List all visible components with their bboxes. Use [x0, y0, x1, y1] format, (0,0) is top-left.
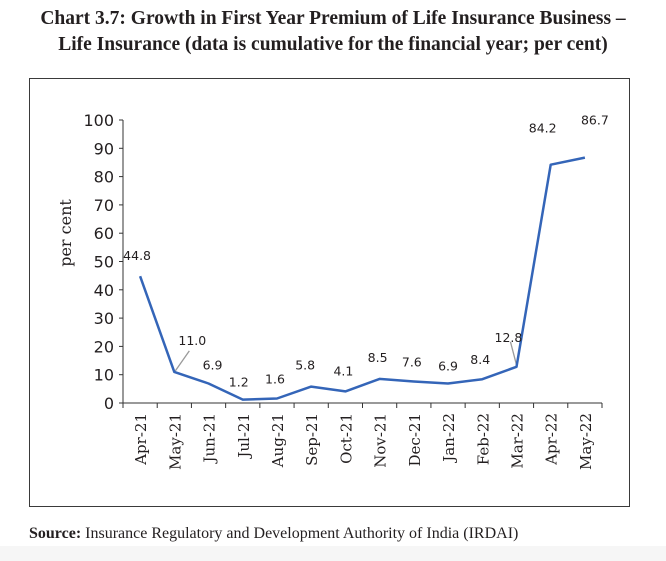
data-label: 8.5 — [368, 350, 388, 365]
y-axis-label: per cent — [56, 199, 75, 267]
leader-line — [509, 341, 518, 365]
y-tick-label: 0 — [104, 394, 114, 413]
x-tick-label: Aug-21 — [269, 413, 287, 468]
source-label: Source: — [29, 525, 82, 542]
x-tick-label: Jan-22 — [440, 413, 458, 464]
x-tick-label: Mar-22 — [508, 413, 526, 469]
x-tick-label: Nov-21 — [372, 413, 390, 468]
x-tick-label: Jul-21 — [235, 413, 253, 460]
x-tick-label: Feb-22 — [474, 413, 492, 465]
x-tick-label: Dec-21 — [406, 413, 424, 466]
x-tick-label: May-22 — [577, 413, 595, 470]
series-group — [138, 156, 586, 401]
y-tick-label: 70 — [94, 196, 114, 215]
data-label: 8.4 — [470, 352, 490, 367]
source-text: Insurance Regulatory and Development Aut… — [81, 525, 519, 542]
data-label: 5.8 — [295, 358, 315, 373]
data-label: 44.8 — [123, 248, 151, 263]
chart-title-line-1: Chart 3.7: Growth in First Year Premium … — [40, 8, 626, 29]
y-axis: 0 10 20 30 40 50 60 70 80 90 100 — [83, 111, 124, 413]
label-leader-lines — [174, 341, 518, 372]
data-label: 84.2 — [529, 121, 557, 136]
y-tick-label: 60 — [94, 224, 114, 243]
data-label: 6.9 — [203, 357, 223, 372]
y-tick-label: 40 — [94, 281, 114, 300]
data-label: 1.6 — [265, 371, 285, 386]
page-bottom-band — [0, 546, 666, 561]
leader-line — [174, 350, 190, 372]
x-tick-label: Jun-21 — [201, 413, 219, 465]
source-note: Source: Insurance Regulatory and Develop… — [29, 525, 518, 543]
y-tick-label: 50 — [94, 253, 114, 272]
chart-title: Chart 3.7: Growth in First Year Premium … — [0, 6, 666, 58]
x-tick-label: Apr-22 — [543, 413, 561, 466]
y-tick-label: 80 — [94, 168, 114, 187]
chart-frame — [29, 78, 630, 507]
data-label: 4.1 — [333, 363, 353, 378]
data-label: 1.2 — [229, 375, 249, 390]
y-tick-label: 20 — [94, 337, 114, 356]
series-line — [138, 156, 586, 401]
x-tick-label: Sep-21 — [303, 413, 321, 466]
y-tick-label: 90 — [94, 139, 114, 158]
data-label: 6.9 — [438, 358, 458, 373]
data-labels: 44.8 11.0 6.9 1.2 1.6 5.8 4.1 8.5 7.6 6.9 8.4 12.8 8… — [123, 113, 609, 390]
y-tick-label: 100 — [83, 111, 114, 130]
x-tick-label: May-21 — [166, 413, 184, 470]
y-tick-label: 30 — [94, 309, 114, 328]
data-label: 12.8 — [495, 330, 523, 345]
data-label: 7.6 — [402, 354, 422, 369]
x-axis: Apr-21 May-21 Jun-21 Jul-21 Aug-21 Sep-21 Oct-… — [122, 402, 603, 470]
chart-title-line-2: Life Insurance (data is cumulative for t… — [58, 34, 608, 55]
y-tick-label: 10 — [94, 366, 114, 385]
x-tick-label: Apr-21 — [132, 413, 150, 466]
data-label: 86.7 — [581, 113, 609, 128]
data-label: 11.0 — [178, 333, 206, 348]
x-tick-label: Oct-21 — [337, 413, 355, 464]
